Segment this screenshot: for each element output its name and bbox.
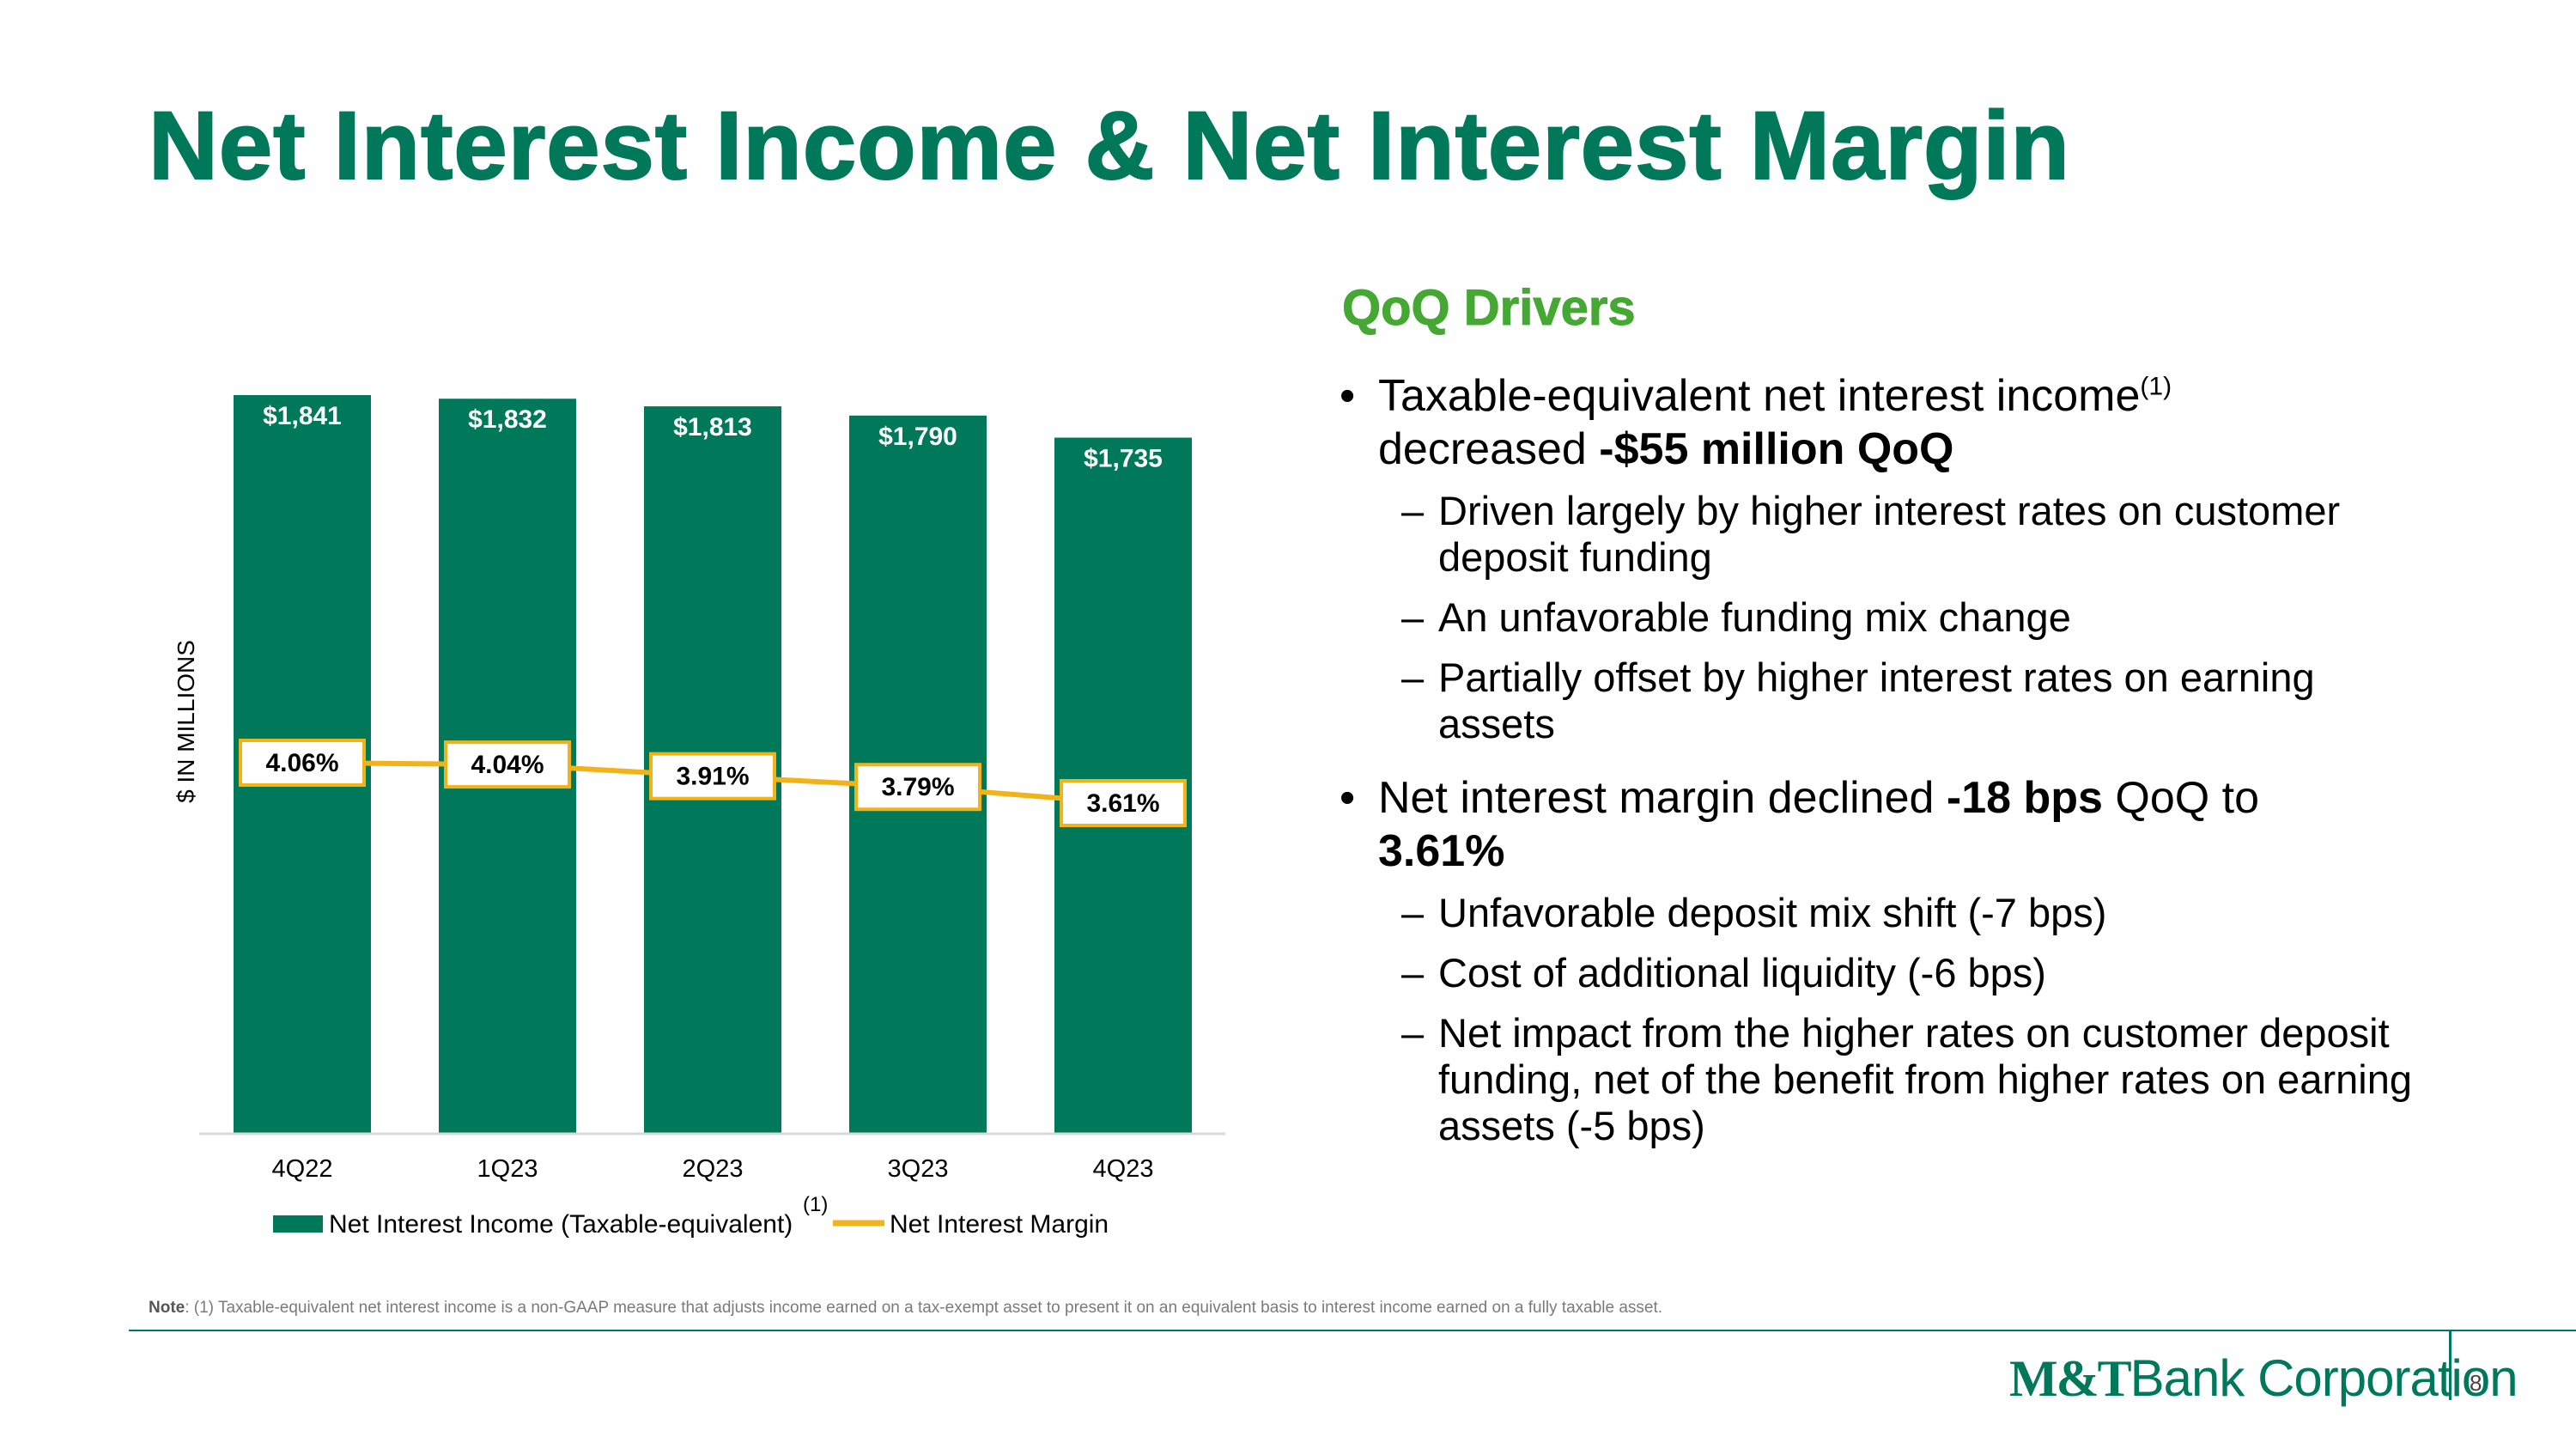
bullet-nii-superscript: (1) (2140, 372, 2172, 401)
x-tick-label-1Q23: 1Q23 (477, 1155, 538, 1183)
nim-label-box-2Q23 (649, 752, 776, 801)
nim-value-label-1Q23: 4.04% (471, 751, 544, 779)
nim-value-label-4Q23: 3.61% (1086, 789, 1159, 818)
bullet-nim-text: Net interest margin declined (1378, 773, 1947, 823)
bar-value-label-3Q23: $1,790 (878, 423, 957, 451)
legend-superscript: (1) (803, 1193, 828, 1216)
nim-line-layer: 4.06% 4.04% 3.91% 3.79% 3.61% (239, 739, 1187, 827)
x-tick-label-2Q23: 2Q23 (683, 1155, 744, 1183)
x-tick-label-3Q23: 3Q23 (888, 1155, 949, 1183)
bullet-nim: • Net interest margin declined -18 bps Q… (1340, 773, 2260, 876)
drivers-list: • Taxable-equivalent net interest income… (1340, 369, 2439, 1163)
nim-value-label-2Q23: 3.91% (676, 763, 749, 791)
bullet-nii: • Taxable-equivalent net interest income… (1340, 371, 2172, 474)
nim-label-box-3Q23 (854, 763, 981, 812)
page-title: Net Interest Income & Net Interest Margi… (148, 91, 2070, 200)
x-tick-label-4Q22: 4Q22 (272, 1155, 333, 1183)
logo-separator (2449, 1330, 2451, 1400)
nim-value-label-4Q22: 4.06% (265, 749, 338, 777)
sub-bullet: – Net impact from the higher rates on cus… (1401, 1010, 2412, 1148)
sub-bullet: – An unfavorable funding mix change (1401, 594, 2071, 640)
sub-bullet: – Driven largely by higher interest rates… (1401, 488, 2341, 580)
bullet-nim-bold: -18 bps (1946, 773, 2103, 823)
sub-bullet: – Cost of additional liquidity (-6 bps) (1401, 950, 2046, 995)
sub-bullet: – Unfavorable deposit mix shift (-7 bps) (1401, 890, 2107, 935)
legend-label-nii: Net Interest Income (Taxable-equivalent) (329, 1210, 793, 1239)
footer-divider (129, 1330, 2576, 1331)
bar-value-label-4Q22: $1,841 (263, 402, 342, 430)
drivers-heading: QoQ Drivers (1342, 280, 1637, 337)
nim-label-box-4Q23 (1060, 779, 1187, 827)
sub-bullet: – Partially offset by higher interest rat… (1401, 654, 2315, 746)
nii-nim-chart: 4.06% 4.04% 3.91% 3.79%3.61% $1,8414Q22$1,8… (173, 395, 1225, 1239)
labels-layer: $1,841 4Q22 $1,832 1Q23 $1,813 2Q23 $1,790 3Q23… (263, 402, 1163, 1183)
bar-value-label-2Q23: $1,813 (673, 413, 752, 441)
legend: Net Interest Income (Taxable-equivalent)… (273, 1193, 1109, 1239)
bullet-nii-text2: decreased (1378, 424, 1600, 474)
nim-label-box-4Q22 (239, 739, 366, 787)
bullet-nii-bold: -$55 million QoQ (1599, 424, 1954, 474)
nim-label-box-1Q23 (444, 740, 571, 789)
bullet-nii-text: Taxable-equivalent net interest income (1378, 371, 2141, 421)
footnote: Note: (1) Taxable-equivalent net interes… (149, 1299, 1663, 1317)
nim-value-label-3Q23: 3.79% (881, 773, 954, 801)
bar-value-label-4Q23: $1,735 (1084, 445, 1163, 473)
bar-value-label-1Q23: $1,832 (468, 405, 547, 434)
company-logo: M&TBank Corporation (2009, 1349, 2518, 1407)
page-number: 8 (2470, 1370, 2482, 1396)
legend-label-nim: Net Interest Margin (890, 1210, 1109, 1239)
bullet-nim-bold2: 3.61% (1378, 826, 1505, 876)
x-tick-label-4Q23: 4Q23 (1093, 1155, 1154, 1183)
bullet-nim-text2: QoQ to (2102, 773, 2260, 823)
legend-swatch-nii (273, 1215, 323, 1233)
y-axis-label: $ IN MILLIONS (173, 640, 199, 803)
